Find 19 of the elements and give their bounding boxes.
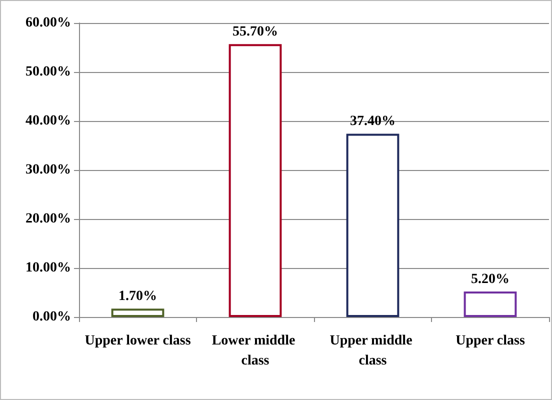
bar <box>111 308 164 317</box>
y-tick-label: 20.00% <box>26 212 71 226</box>
y-tick-label: 0.00% <box>32 310 71 324</box>
bar <box>228 44 282 317</box>
data-label: 55.70% <box>232 24 278 40</box>
x-tick-label: Lower middle class <box>212 334 299 368</box>
bar <box>464 292 517 317</box>
y-tick-label: 30.00% <box>26 162 71 178</box>
bar <box>346 134 400 317</box>
y-tick-label: 40.00% <box>26 114 71 128</box>
x-tick-label: Upper middle class <box>330 334 416 368</box>
y-tick-label: 50.00% <box>26 64 71 80</box>
x-tick-label: Upper class <box>456 334 526 348</box>
data-label: 5.20% <box>471 272 510 288</box>
data-label: 37.40% <box>350 114 396 130</box>
y-tick-label: 10.00% <box>26 260 71 276</box>
y-tick-label: 60.00% <box>26 16 71 30</box>
data-label: 1.70% <box>118 289 157 304</box>
x-tick-label: Upper lower class <box>84 334 192 348</box>
